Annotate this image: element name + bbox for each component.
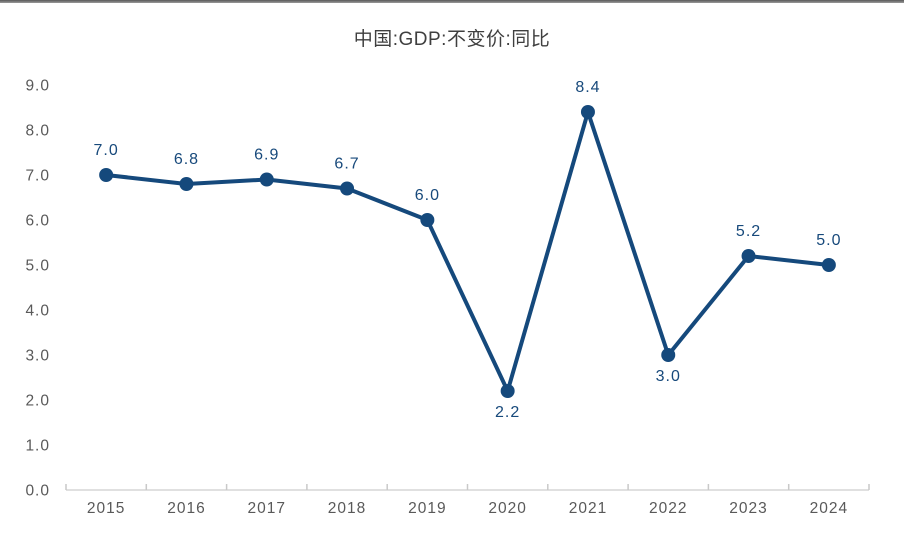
x-tick-label: 2019 [408,500,446,517]
data-label-2018: 6.7 [334,156,359,173]
y-tick-label: 5.0 [25,258,50,275]
data-label-2017: 6.9 [254,147,279,164]
x-tick-label: 2015 [87,500,125,517]
data-point-2017 [259,172,274,187]
data-label-2016: 6.8 [174,151,199,168]
y-tick-label: 8.0 [25,123,50,140]
top-divider-rule [0,0,904,3]
data-label-2023: 5.2 [736,223,761,240]
y-tick-label: 0.0 [25,483,50,500]
y-tick-label: 6.0 [25,213,50,230]
data-label-2019: 6.0 [415,187,440,204]
data-label-2024: 5.0 [816,232,841,249]
data-point-2016 [179,177,194,191]
y-tick-label: 3.0 [25,348,50,365]
data-point-2020 [500,384,515,398]
y-tick-label: 2.0 [25,393,50,410]
data-point-2019 [420,213,435,227]
x-tick-label: 2022 [649,500,687,517]
data-point-2024 [821,258,836,272]
data-point-2023 [741,249,756,263]
chart-title: 中国:GDP:不变价:同比 [353,29,551,50]
data-point-2018 [340,181,355,196]
x-tick-label: 2016 [167,500,205,517]
gdp-series-line [104,110,831,393]
data-label-2021: 8.4 [575,79,600,96]
y-tick-label: 9.0 [25,78,50,95]
data-point-2015 [99,168,114,182]
x-tick-label: 2017 [248,500,286,517]
data-label-2020: 2.2 [495,404,520,421]
y-tick-label: 1.0 [25,438,50,455]
y-tick-label: 7.0 [25,168,50,185]
x-tick-label: 2023 [729,500,767,517]
data-point-2022 [661,348,676,362]
y-tick-label: 4.0 [25,303,50,320]
x-tick-label: 2020 [488,500,526,517]
x-tick-label: 2024 [810,500,848,517]
data-label-2022: 3.0 [656,368,681,385]
data-point-2021 [580,105,595,119]
x-tick-label: 2021 [569,500,607,517]
x-tick-label: 2018 [328,500,366,517]
data-label-2015: 7.0 [94,142,119,159]
